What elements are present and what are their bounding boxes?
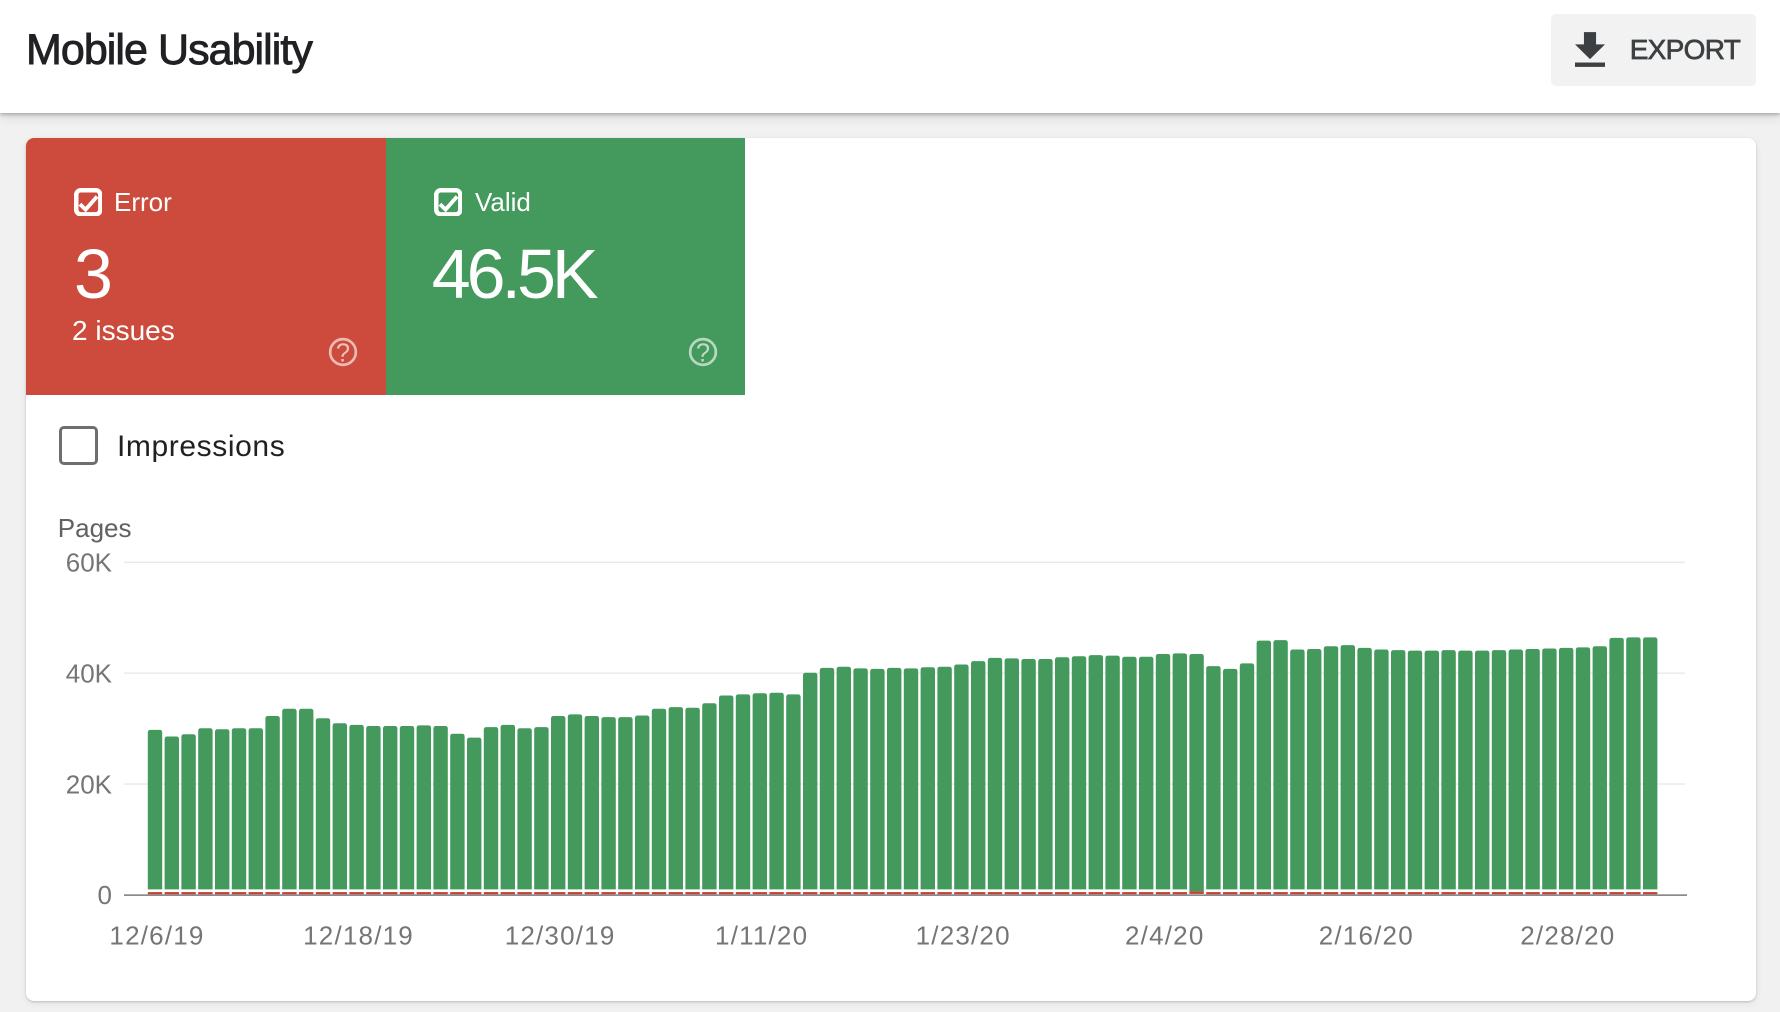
- svg-text:?: ?: [336, 339, 350, 367]
- svg-text:12/6/19: 12/6/19: [109, 921, 204, 951]
- svg-text:1/23/20: 1/23/20: [916, 921, 1011, 951]
- svg-text:60K: 60K: [66, 548, 113, 578]
- svg-text:0: 0: [98, 880, 112, 910]
- svg-text:12/30/19: 12/30/19: [505, 921, 616, 951]
- svg-text:Pages: Pages: [58, 513, 132, 543]
- svg-text:20K: 20K: [66, 769, 113, 799]
- svg-text:2/28/20: 2/28/20: [1520, 921, 1615, 951]
- svg-text:40K: 40K: [66, 658, 113, 688]
- svg-text:?: ?: [696, 339, 710, 367]
- svg-text:2/16/20: 2/16/20: [1319, 921, 1414, 951]
- svg-text:1/11/20: 1/11/20: [715, 921, 808, 951]
- svg-text:2/4/20: 2/4/20: [1125, 921, 1205, 951]
- svg-text:12/18/19: 12/18/19: [303, 921, 414, 951]
